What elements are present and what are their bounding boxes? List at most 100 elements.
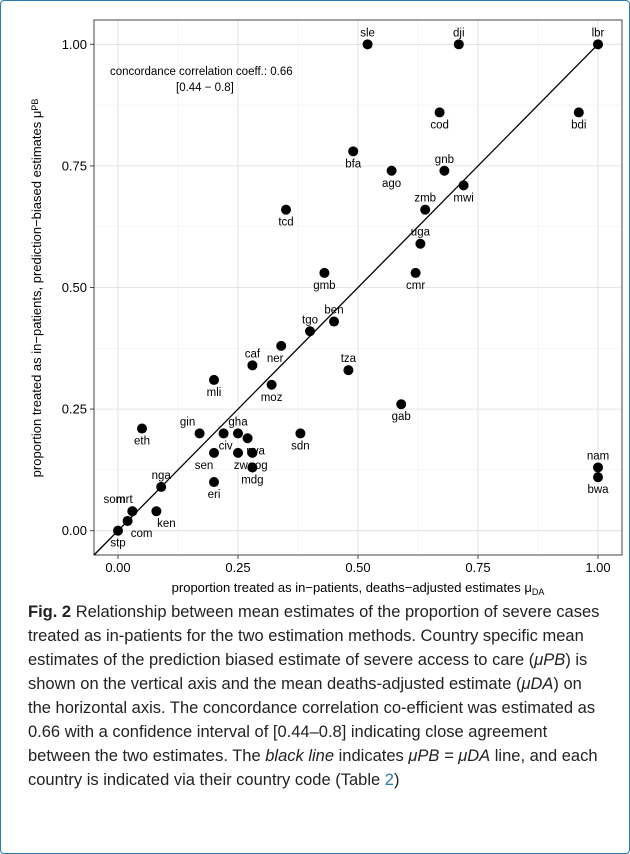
caption-sentence-3a: indicates	[334, 747, 409, 765]
y-tick-label: 1.00	[62, 37, 87, 52]
point-label-ben: ben	[324, 305, 343, 317]
point-nga	[156, 481, 167, 492]
point-som	[127, 506, 138, 517]
point-zmb	[420, 204, 431, 215]
caption-sentence-2a: Country specific mean estimates of the p…	[28, 627, 584, 669]
reference-line-y-equals-x	[93, 43, 599, 556]
point-mli	[209, 374, 219, 385]
point-label-bfa: bfa	[345, 158, 362, 170]
scatter-chart: sle dji lbr cod bdi bfa ago gnb mwi zmb tcd uga gmb c…	[29, 19, 623, 597]
point-gmb	[319, 267, 330, 278]
point-label-cod: cod	[430, 119, 449, 131]
point-com	[122, 515, 133, 526]
point-eth	[137, 423, 147, 434]
figure-label: Fig. 2	[28, 603, 72, 621]
point-bfa	[348, 146, 359, 157]
point-gnb	[439, 165, 450, 176]
annotation-ccc: concordance correlation coeff.: 0.66	[110, 66, 293, 78]
point-label-gmb: gmb	[313, 280, 335, 292]
point-label-mwi: mwi	[453, 192, 473, 204]
point-label-caf: caf	[245, 348, 261, 360]
caption-black-line: black line	[265, 747, 335, 765]
point-label-tcd: tcd	[278, 217, 293, 229]
caption-sentence-2c: ) on the horizontal axis. The concordanc…	[28, 675, 596, 765]
x-tick-label: 0.50	[345, 560, 370, 575]
point-lbr	[593, 39, 603, 50]
point-dji	[453, 39, 464, 50]
point-ner	[276, 340, 287, 351]
point-label-uga: uga	[411, 227, 431, 239]
point-sle	[362, 39, 373, 50]
point-label-moz: moz	[261, 392, 283, 404]
point-label-mrt: mrt	[116, 494, 133, 506]
point-label-stp: stp	[110, 538, 125, 550]
point-label-eth: eth	[134, 436, 150, 448]
point-sen	[209, 447, 219, 458]
y-tick-label: 0.75	[62, 158, 87, 173]
point-label-ken: ken	[157, 518, 176, 530]
caption-sentence-3c: )	[393, 771, 400, 789]
point-mwi	[458, 180, 469, 191]
caption-sentence-3b: line, and each country is indicated via …	[28, 747, 598, 789]
point-tza	[343, 365, 354, 376]
point-caf	[247, 360, 258, 371]
grid	[94, 20, 622, 555]
point-ken	[151, 506, 162, 517]
caption-mu-da: μDA	[521, 675, 554, 693]
caption-equation: μPB = μDA	[408, 747, 491, 765]
point-cog	[247, 447, 258, 458]
point-bdi	[573, 107, 584, 118]
point-label-sle: sle	[360, 27, 375, 39]
point-eri	[209, 477, 219, 488]
point-label-lbr: lbr	[592, 27, 605, 39]
point-label-som: som	[104, 494, 126, 506]
point-label-ner: ner	[267, 353, 284, 365]
point-civ	[218, 428, 229, 439]
point-gin	[194, 428, 205, 439]
x-tick-label: 0.25	[225, 560, 250, 575]
point-nam	[593, 462, 603, 473]
annotation-ci: [0.44 − 0.8]	[176, 82, 234, 94]
point-label-gnb: gnb	[435, 154, 454, 166]
y-tick-label: 0.25	[62, 402, 87, 417]
point-sdn	[295, 428, 306, 439]
tick-labels: 0.00 0.25 0.50 0.75 1.00 0.00 0.25 0.50 0.75 1.00	[62, 37, 611, 575]
point-label-gin: gin	[180, 416, 195, 428]
point-moz	[266, 379, 277, 390]
point-label-sdn: sdn	[291, 440, 310, 452]
point-stp	[113, 525, 123, 536]
table-reference-link[interactable]: 2	[384, 771, 394, 789]
x-tick-label: 0.75	[465, 560, 490, 575]
point-label-nga: nga	[152, 470, 172, 482]
point-bwa	[593, 472, 603, 483]
point-label-com: com	[131, 528, 153, 540]
point-label-nam: nam	[587, 450, 609, 462]
point-label-sen: sen	[195, 460, 214, 472]
caption-sentence-2b: ) is shown on the vertical axis and the …	[28, 651, 588, 693]
point-uga	[415, 238, 426, 249]
point-label-zmb: zmb	[414, 193, 436, 205]
point-ago	[386, 165, 397, 176]
point-label-mli: mli	[207, 387, 222, 399]
point-label-bwa: bwa	[587, 484, 609, 496]
y-tick-label: 0.50	[62, 280, 87, 295]
figure-caption: Fig. 2 Relationship between mean estimat…	[28, 600, 608, 792]
caption-mu-pb: μPB	[534, 651, 566, 669]
y-tick-label: 0.00	[62, 523, 87, 538]
points: sle dji lbr cod bdi bfa ago gnb mwi zmb tcd uga gmb c…	[104, 27, 610, 549]
y-axis-label: proportion treated as in−patients, predi…	[29, 99, 44, 478]
point-label-civ: civ	[219, 440, 233, 452]
x-axis-label: proportion treated as in−patients, death…	[172, 580, 545, 597]
point-label-tgo: tgo	[302, 314, 318, 326]
point-label-ago: ago	[382, 178, 401, 190]
point-label-gha: gha	[228, 416, 248, 428]
point-label-mdg: mdg	[241, 474, 263, 486]
point-label-tza: tza	[341, 353, 357, 365]
point-label-cmr: cmr	[406, 280, 425, 292]
point-label-dji: dji	[453, 27, 465, 39]
x-tick-label: 0.00	[105, 560, 130, 575]
point-ben	[329, 316, 339, 327]
point-tgo	[305, 326, 315, 337]
point-cmr	[410, 267, 421, 278]
point-gha	[233, 428, 243, 439]
